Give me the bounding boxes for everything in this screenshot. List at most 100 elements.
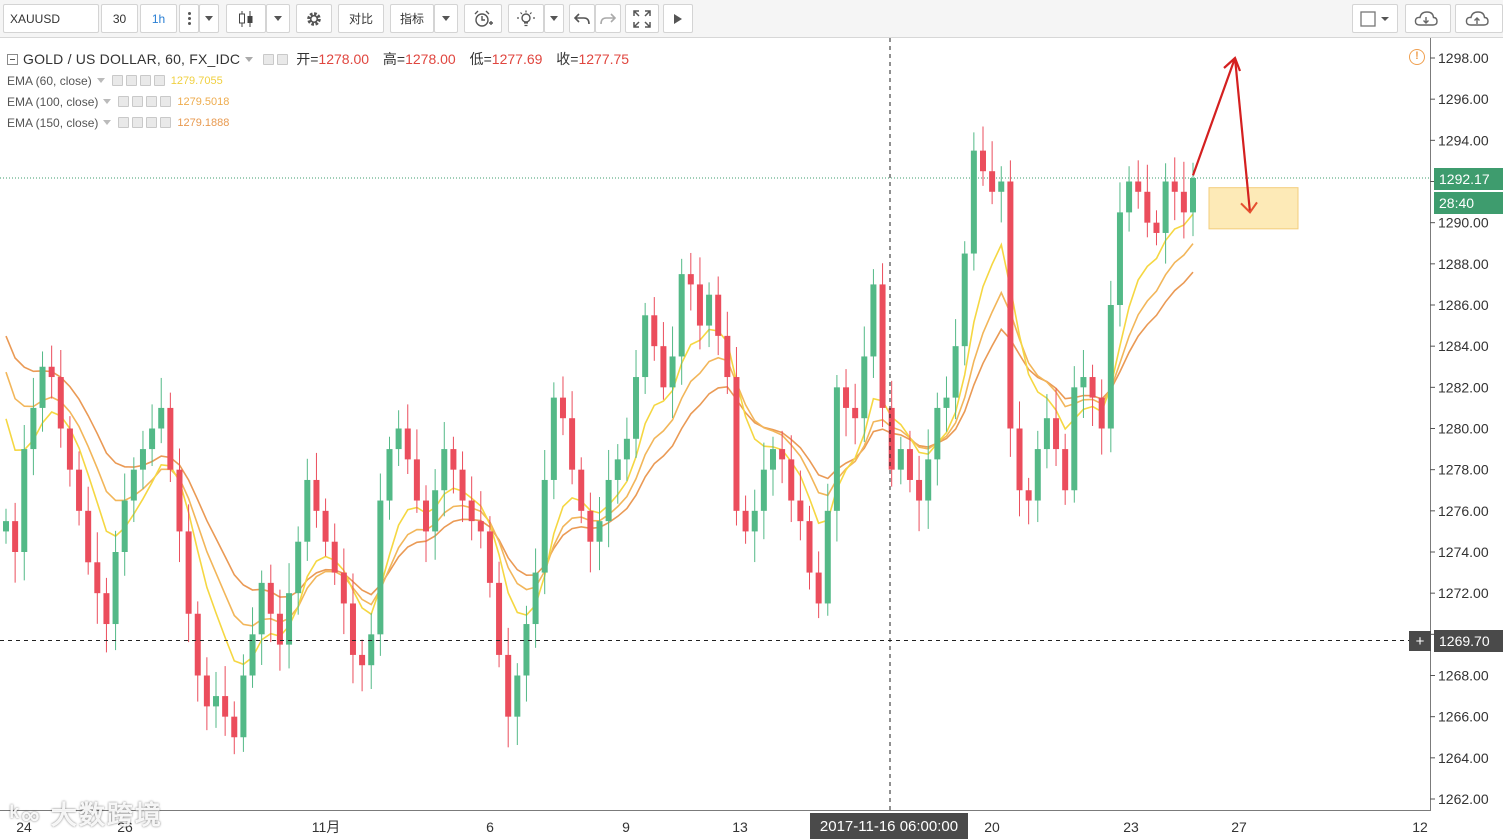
candle-body[interactable] bbox=[231, 716, 238, 738]
candle-body[interactable] bbox=[57, 377, 64, 429]
interval-unit-button[interactable]: 1h bbox=[140, 4, 177, 33]
candle-body[interactable] bbox=[368, 634, 375, 666]
plus-small-icon[interactable] bbox=[146, 96, 158, 107]
cloud-download-button[interactable] bbox=[1405, 4, 1451, 33]
candle-body[interactable] bbox=[267, 582, 274, 614]
candle-body[interactable] bbox=[404, 428, 411, 460]
candle-body[interactable] bbox=[1116, 212, 1123, 305]
candle-body[interactable] bbox=[1162, 181, 1169, 233]
candle-body[interactable] bbox=[870, 284, 877, 357]
candle-body[interactable] bbox=[541, 479, 548, 573]
symbol-search-box[interactable]: XAUUSD bbox=[3, 4, 99, 33]
candle-body[interactable] bbox=[1190, 178, 1196, 213]
candle-body[interactable] bbox=[3, 521, 9, 532]
candle-body[interactable] bbox=[359, 654, 366, 666]
chart-style-dropdown[interactable] bbox=[266, 4, 290, 33]
candle-body[interactable] bbox=[979, 150, 986, 172]
candle-body[interactable] bbox=[66, 428, 73, 470]
candle-body[interactable] bbox=[1144, 191, 1151, 223]
close-small-icon[interactable] bbox=[160, 117, 172, 128]
candle-body[interactable] bbox=[623, 438, 630, 460]
candle-body[interactable] bbox=[149, 428, 156, 450]
indicators-dropdown[interactable] bbox=[434, 4, 458, 33]
candle-body[interactable] bbox=[715, 294, 722, 336]
candle-body[interactable] bbox=[633, 377, 640, 439]
candle-body[interactable] bbox=[121, 500, 128, 552]
candle-body[interactable] bbox=[1071, 387, 1078, 491]
candle-body[interactable] bbox=[724, 335, 731, 378]
candle-body[interactable] bbox=[349, 603, 356, 655]
compare-button[interactable]: 对比 bbox=[338, 4, 384, 33]
candle-body[interactable] bbox=[313, 479, 320, 511]
candle-body[interactable] bbox=[1180, 191, 1187, 213]
candle-body[interactable] bbox=[888, 407, 895, 470]
candle-body[interactable] bbox=[413, 459, 420, 501]
candle-body[interactable] bbox=[824, 510, 831, 604]
candle-body[interactable] bbox=[139, 449, 146, 470]
candle-body[interactable] bbox=[1171, 181, 1178, 192]
candle-body[interactable] bbox=[258, 582, 265, 635]
candle-body[interactable] bbox=[760, 469, 767, 511]
candle-body[interactable] bbox=[952, 346, 959, 398]
candle-body[interactable] bbox=[1034, 449, 1041, 501]
eye-icon[interactable] bbox=[118, 117, 130, 128]
eye-icon[interactable] bbox=[118, 96, 130, 107]
candle-body[interactable] bbox=[30, 407, 37, 450]
candle-body[interactable] bbox=[450, 449, 457, 470]
candle-body[interactable] bbox=[331, 541, 338, 573]
undo-button[interactable] bbox=[569, 4, 595, 33]
candle-body[interactable] bbox=[1153, 222, 1160, 233]
candle-body[interactable] bbox=[249, 634, 256, 676]
close-small-icon[interactable] bbox=[153, 75, 165, 86]
candle-body[interactable] bbox=[998, 181, 1005, 192]
candle-body[interactable] bbox=[1007, 181, 1014, 429]
candle-body[interactable] bbox=[861, 356, 868, 419]
candle-body[interactable] bbox=[185, 531, 192, 614]
candle-body[interactable] bbox=[943, 397, 950, 408]
candle-body[interactable] bbox=[833, 387, 840, 511]
candle-body[interactable] bbox=[523, 624, 530, 676]
gear-small-icon[interactable] bbox=[125, 75, 137, 86]
candle-body[interactable] bbox=[596, 521, 603, 542]
legend-ema-100[interactable]: EMA (100, close) 1279.5018 bbox=[7, 91, 639, 112]
collapse-legend-icon[interactable] bbox=[7, 53, 18, 65]
close-small-icon[interactable] bbox=[160, 96, 172, 107]
candle-body[interactable] bbox=[587, 510, 594, 542]
candle-body[interactable] bbox=[441, 449, 448, 491]
candle-body[interactable] bbox=[94, 562, 101, 594]
candle-body[interactable] bbox=[21, 449, 28, 552]
candle-body[interactable] bbox=[1126, 181, 1133, 213]
candle-body[interactable] bbox=[240, 675, 247, 738]
candle-body[interactable] bbox=[852, 407, 859, 419]
candle-body[interactable] bbox=[386, 449, 393, 501]
candle-body[interactable] bbox=[276, 613, 283, 645]
candle-body[interactable] bbox=[989, 171, 996, 192]
candle-body[interactable] bbox=[395, 428, 402, 450]
candle-body[interactable] bbox=[304, 479, 311, 542]
candle-body[interactable] bbox=[925, 459, 932, 501]
candle-body[interactable] bbox=[706, 294, 713, 326]
candle-body[interactable] bbox=[468, 500, 475, 522]
candle-body[interactable] bbox=[1089, 377, 1096, 398]
candle-body[interactable] bbox=[669, 356, 676, 388]
candle-body[interactable] bbox=[103, 593, 110, 625]
candle-body[interactable] bbox=[742, 510, 749, 532]
candle-body[interactable] bbox=[432, 490, 439, 532]
candle-body[interactable] bbox=[897, 449, 904, 470]
study-menu-icon[interactable] bbox=[103, 120, 112, 125]
candle-body[interactable] bbox=[423, 500, 430, 532]
candle-body[interactable] bbox=[459, 469, 466, 501]
candle-body[interactable] bbox=[377, 500, 384, 635]
gear-small-icon[interactable] bbox=[132, 117, 144, 128]
candle-body[interactable] bbox=[651, 315, 658, 347]
interval-value-button[interactable]: 30 bbox=[101, 4, 138, 33]
redo-button[interactable] bbox=[595, 4, 621, 33]
candle-body[interactable] bbox=[779, 449, 786, 460]
candle-body[interactable] bbox=[578, 469, 585, 511]
eye-icon[interactable] bbox=[263, 53, 275, 65]
candle-body[interactable] bbox=[85, 510, 92, 563]
plus-small-icon[interactable] bbox=[146, 117, 158, 128]
ideas-button[interactable] bbox=[508, 4, 544, 33]
candle-body[interactable] bbox=[660, 346, 667, 388]
